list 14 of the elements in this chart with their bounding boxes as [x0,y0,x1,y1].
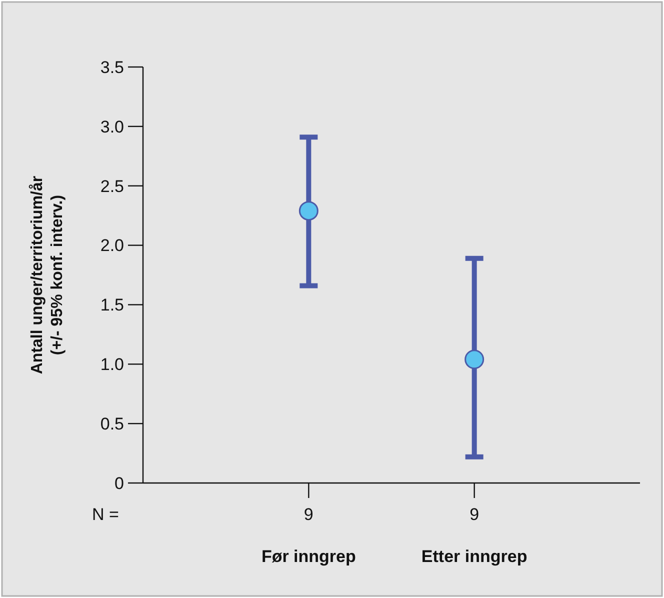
y-tick-label: 0.5 [100,414,124,434]
y-axis-title: Antall unger/territorium/år (+/- 95% konf. interv.) [28,176,66,374]
y-tick-label: 1.0 [100,355,124,374]
y-tick-label: 3.5 [100,58,124,77]
x-tick-label: Etter inngrep [421,547,528,566]
text: 9 [304,505,314,524]
y-tick-label: 2.0 [100,236,124,256]
y-tick-label: 1.5 [100,296,124,315]
y-tick-label: 2.5 [100,176,124,196]
y-tick-label: 0 [114,474,124,493]
x-tick-label: Før inngrep [261,547,356,566]
text: N = [92,505,119,524]
y-tick-label: 3.0 [100,117,124,136]
text: 9 [470,505,480,524]
